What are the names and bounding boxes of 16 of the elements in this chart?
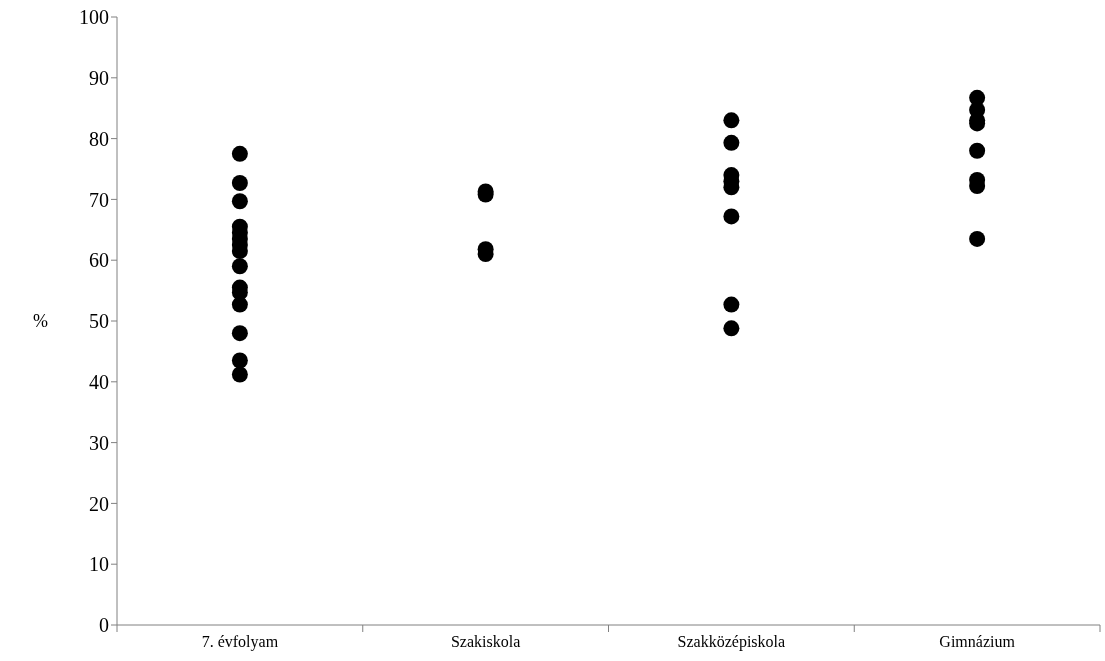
y-tick-label: 20 xyxy=(89,492,109,515)
y-tick-label: 0 xyxy=(99,614,109,637)
y-tick-label: 30 xyxy=(89,431,109,454)
y-tick-label: 50 xyxy=(89,310,109,333)
y-axis-title: % xyxy=(33,311,48,332)
x-tick-label: 7. évfolyam xyxy=(201,633,279,651)
x-tick-label: Szakiskola xyxy=(450,633,521,650)
y-tick-label: 70 xyxy=(89,188,109,211)
y-tick-label: 100 xyxy=(79,6,109,29)
x-tick-label: Gimnázium xyxy=(939,633,1016,650)
y-tick-label: 60 xyxy=(89,249,109,272)
y-tick-label: 90 xyxy=(89,66,109,89)
y-tick-label: 10 xyxy=(89,553,109,576)
y-tick-label: 40 xyxy=(89,370,109,393)
x-tick-label: Szakközépiskola xyxy=(677,633,786,651)
y-tick-label: 80 xyxy=(89,127,109,150)
